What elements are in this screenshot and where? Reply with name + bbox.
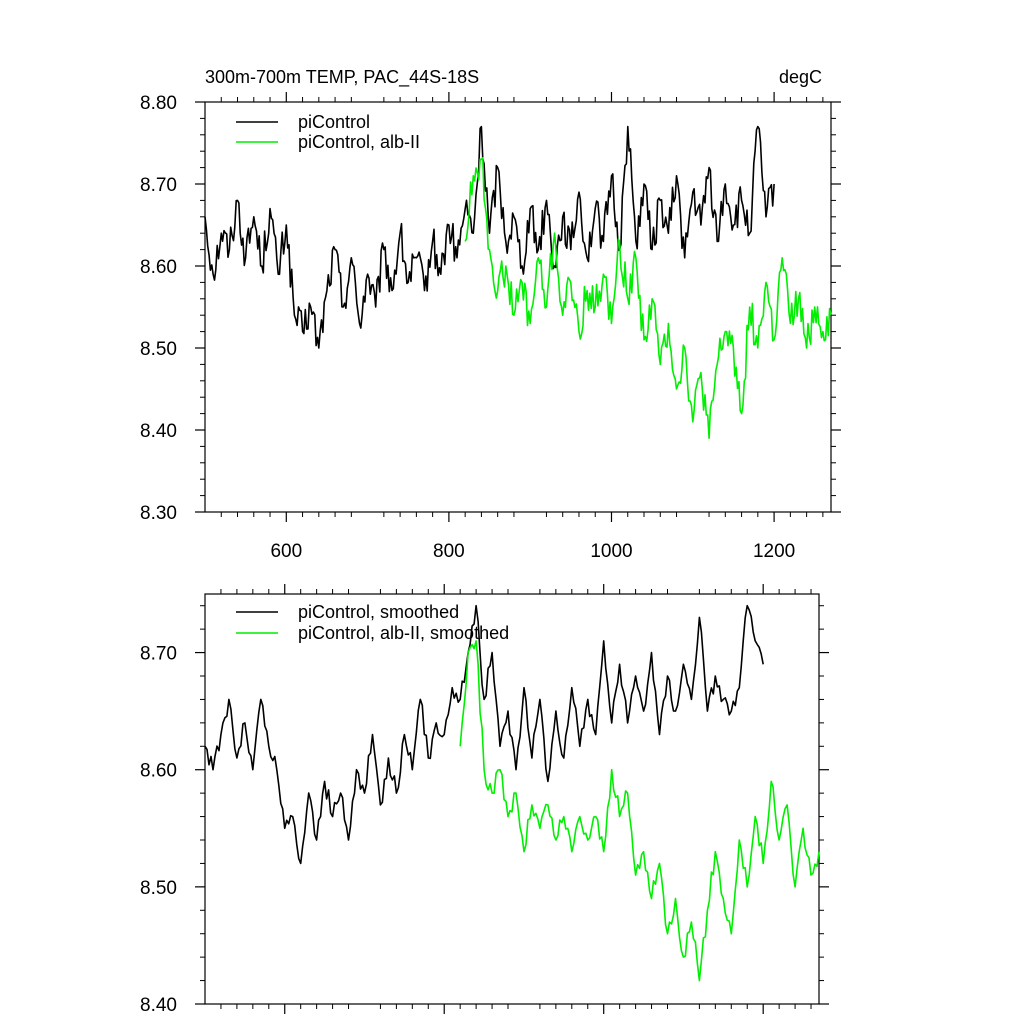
series-line-1 xyxy=(459,640,820,982)
y-tick-label: 8.30 xyxy=(140,503,177,524)
y-tick-label: 8.50 xyxy=(140,339,177,360)
x-tick-label: 600 xyxy=(270,541,302,562)
x-tick-label: 1200 xyxy=(753,541,795,562)
y-tick-label: 8.40 xyxy=(140,995,177,1016)
series-line-0 xyxy=(204,604,764,865)
y-tick-label: 8.60 xyxy=(140,257,177,278)
x-tick-label: 800 xyxy=(433,541,465,562)
legend-label-1: piControl, alb-II, smoothed xyxy=(298,623,509,643)
y-tick-label: 8.80 xyxy=(140,93,177,114)
y-tick-label: 8.40 xyxy=(140,421,177,442)
top-panel: 600 800 1000 1200 8.30 8.40 8.50 8.60 8.70 8.80 3… xyxy=(140,67,841,562)
y-tick-label: 8.70 xyxy=(140,644,177,665)
y-tick-label: 8.50 xyxy=(140,878,177,899)
series-line-0 xyxy=(204,125,775,349)
units-label: degC xyxy=(779,67,822,87)
x-tick-label: 1000 xyxy=(590,541,632,562)
bottom-panel: 8.40 8.50 8.60 8.70 piControl, smoothedpiCo… xyxy=(140,584,829,1016)
plot-frame xyxy=(204,593,820,1005)
plot-frame xyxy=(204,101,832,513)
series-line-1 xyxy=(464,156,832,439)
legend-label-0: piControl, smoothed xyxy=(298,602,459,622)
y-tick-label: 8.70 xyxy=(140,175,177,196)
legend-label-1: piControl, alb-II xyxy=(298,132,420,152)
y-tick-label: 8.60 xyxy=(140,761,177,782)
chart-title: 300m-700m TEMP, PAC_44S-18S xyxy=(205,67,479,88)
legend-label-0: piControl xyxy=(298,112,370,132)
